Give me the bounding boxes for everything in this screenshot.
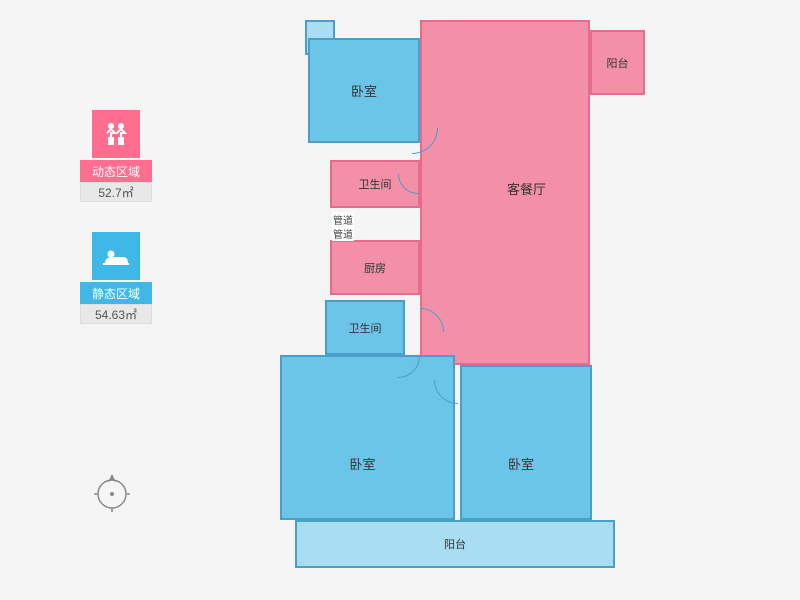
pipe-label: 管道 (332, 226, 354, 241)
sleep-icon (101, 241, 131, 271)
room-label: 客餐厅 (507, 179, 546, 198)
room-bedroom_top: 卧室 (308, 38, 420, 143)
static-zone-icon (92, 232, 140, 280)
room-label: 阳台 (444, 536, 466, 552)
legend-dynamic: 动态区域 52.7㎡ (80, 110, 152, 202)
room-bathroom_bottom: 卫生间 (325, 300, 405, 355)
room-balcony_top_right: 阳台 (590, 30, 645, 95)
room-label: 卫生间 (349, 320, 382, 336)
dynamic-zone-icon (92, 110, 140, 158)
legend-static-value: 54.63㎡ (80, 304, 152, 324)
compass-icon (90, 470, 134, 519)
room-bedroom_bottom_right: 卧室 (460, 365, 592, 520)
room-label: 卧室 (350, 454, 376, 473)
room-kitchen: 厨房 (330, 240, 420, 295)
legend-dynamic-value: 52.7㎡ (80, 182, 152, 202)
room-living_dining: 客餐厅 (420, 20, 590, 365)
room-label: 厨房 (364, 260, 386, 276)
room-bedroom_bottom_left: 卧室 (280, 355, 455, 520)
floorplan: 卧室客餐厅阳台卫生间厨房卫生间卧室卧室阳台管道管道 (280, 20, 680, 575)
room-label: 卧室 (508, 454, 534, 473)
legend-static-label: 静态区域 (80, 282, 152, 304)
legend-static: 静态区域 54.63㎡ (80, 232, 152, 324)
room-label: 阳台 (607, 55, 629, 71)
room-label: 卧室 (351, 81, 377, 100)
legend: 动态区域 52.7㎡ 静态区域 54.63㎡ (80, 110, 152, 354)
legend-dynamic-label: 动态区域 (80, 160, 152, 182)
room-label: 卫生间 (359, 176, 392, 192)
room-balcony_bottom: 阳台 (295, 520, 615, 568)
pipe-label: 管道 (332, 212, 354, 227)
people-icon (101, 119, 131, 149)
